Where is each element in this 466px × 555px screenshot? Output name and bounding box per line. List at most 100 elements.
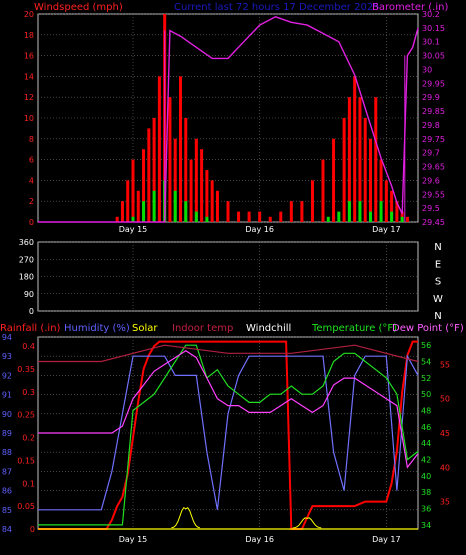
baro-right-tick-label: 29.75	[422, 135, 445, 144]
wind-left-tick-label: 10	[24, 114, 34, 123]
baro-right-tick-label: 30.15	[422, 24, 445, 33]
windspeed-bar	[379, 159, 383, 222]
windspeed-bar	[310, 180, 314, 222]
windspeed-bar	[179, 76, 182, 223]
windspeed-bar	[142, 149, 146, 222]
windspeed-bar	[136, 190, 140, 222]
temperature-tick-label: 38	[421, 488, 431, 497]
gust-bar	[390, 211, 394, 222]
direction-left-tick-label: 0	[29, 307, 34, 316]
wind-left-tick-label: 4	[29, 176, 34, 185]
humidity-tick-label: 92	[2, 371, 12, 380]
windspeed-bar	[363, 118, 367, 222]
dewpoint-tick-label: 55	[440, 360, 450, 369]
direction-left-tick-label: 90	[24, 290, 34, 299]
baro-right-tick-label: 30	[422, 65, 432, 74]
baro-right-tick-label: 29.95	[422, 79, 445, 88]
baro-right-tick-label: 29.8	[422, 121, 440, 130]
windspeed-bar	[168, 97, 172, 222]
humidity-tick-label: 86	[2, 487, 12, 496]
direction-compass-label: W	[433, 294, 443, 305]
humidity-tick-label: 91	[2, 391, 12, 400]
windspeed-bar	[173, 138, 177, 222]
dewpoint-tick-label: 45	[440, 429, 450, 438]
windspeed-bar	[374, 97, 378, 222]
wind-left-tick-label: 14	[24, 72, 34, 81]
windspeed-bar	[369, 138, 372, 222]
windspeed-bar	[247, 211, 251, 222]
wind-left-tick-label: 18	[24, 31, 34, 40]
humidity-tick-label: 90	[2, 410, 12, 419]
baro-right-tick-label: 29.6	[422, 176, 440, 185]
windspeed-bar	[189, 159, 193, 222]
rain-tick-label: 0.3	[22, 388, 35, 397]
humidity-tick-label: 89	[2, 429, 12, 438]
indoor-temp-line	[38, 344, 419, 363]
baro-right-tick-label: 30.05	[422, 52, 445, 61]
temp-legend-item: Indoor temp	[172, 323, 233, 334]
windspeed-bar	[194, 138, 198, 222]
wind-x-tick-label: Day 15	[119, 225, 148, 234]
baro-right-tick-label: 29.85	[422, 107, 445, 116]
baro-right-tick-label: 30.1	[422, 38, 440, 47]
wind-left-tick-label: 8	[29, 135, 34, 144]
temperature-tick-label: 56	[421, 341, 431, 350]
wind-left-tick-label: 12	[24, 93, 34, 102]
windspeed-bar	[258, 211, 262, 222]
temp-x-tick-label: Day 17	[372, 535, 401, 544]
wind-left-tick-label: 20	[24, 10, 34, 19]
chart-title: Current last 72 hours 17 December 2025	[174, 2, 380, 13]
direction-compass-label: E	[435, 259, 441, 270]
baro-right-tick-label: 30.2	[422, 10, 440, 19]
baro-right-tick-label: 29.55	[422, 190, 445, 199]
windspeed-bar	[332, 138, 336, 222]
windspeed-bar	[200, 149, 204, 222]
humidity-line	[38, 354, 419, 511]
baro-right-tick-label: 29.7	[422, 149, 440, 158]
temp-legend-item: Windchill	[246, 323, 291, 334]
windspeed-bar	[205, 170, 209, 222]
dewpoint-tick-label: 35	[440, 498, 450, 507]
temp-legend-item: Rainfall (.in)	[0, 323, 61, 334]
solar-peak	[292, 517, 322, 529]
temperature-tick-label: 46	[421, 423, 431, 432]
windspeed-bar	[237, 211, 241, 222]
windspeed-bar	[321, 159, 325, 222]
windspeed-bar	[342, 118, 346, 222]
windspeed-bar	[157, 76, 161, 223]
temperature-tick-label: 54	[421, 358, 431, 367]
gust-bar	[369, 211, 372, 222]
temperature-tick-label: 40	[421, 472, 431, 481]
temperature-tick-label: 36	[421, 505, 431, 514]
gust-bar	[205, 216, 209, 222]
gust-bar	[173, 190, 177, 222]
dew-point-f-line	[38, 349, 419, 469]
gust-bar	[131, 216, 135, 222]
rain-tick-label: 0	[30, 525, 35, 534]
temp-x-tick-label: Day 15	[119, 535, 148, 544]
temp-x-tick-label: Day 16	[245, 535, 274, 544]
windspeed-bar	[279, 211, 283, 222]
gust-bar	[379, 201, 383, 222]
humidity-tick-label: 84	[2, 525, 12, 534]
rain-tick-label: 0.4	[22, 342, 35, 351]
wind-x-tick-label: Day 17	[372, 225, 401, 234]
windspeed-bar	[358, 97, 362, 222]
windspeed-bar	[395, 201, 399, 222]
temperature-f-line	[38, 344, 419, 526]
temperature-tick-label: 42	[421, 456, 431, 465]
windspeed-bar	[289, 201, 293, 222]
wind-left-tick-label: 2	[29, 197, 34, 206]
gust-bar	[337, 211, 341, 222]
solar-peak	[171, 506, 200, 529]
windspeed-bar	[390, 190, 394, 222]
rain-tick-label: 0.1	[22, 479, 35, 488]
temperature-tick-label: 34	[421, 521, 431, 530]
baro-axis-label: Barometer (.in)	[372, 2, 448, 13]
windspeed-bar	[210, 180, 214, 222]
humidity-tick-label: 88	[2, 448, 12, 457]
windspeed-bar	[405, 216, 409, 222]
wind-left-tick-label: 16	[24, 52, 34, 61]
temperature-tick-label: 48	[421, 407, 431, 416]
direction-left-tick-label: 270	[19, 255, 34, 264]
